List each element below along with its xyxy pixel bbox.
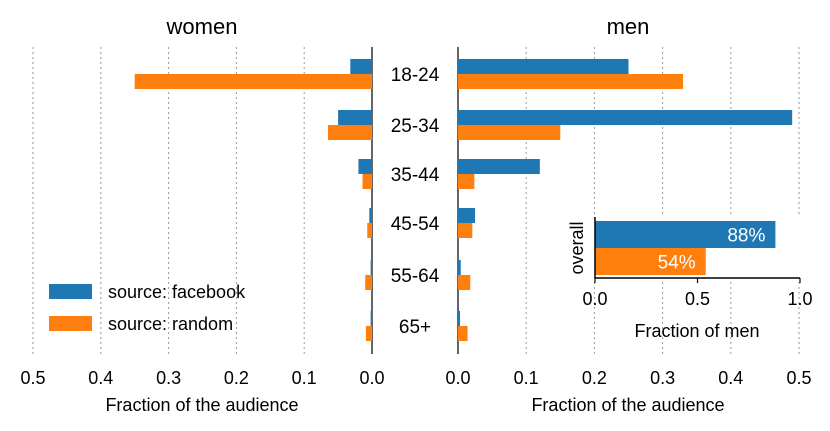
age-category-label: 55-64 <box>391 266 440 287</box>
men-bar-facebook-18-24 <box>458 59 629 74</box>
age-category-label: 65+ <box>399 317 431 338</box>
inset-y-axis-label: overall <box>567 221 587 274</box>
age-category-label: 35-44 <box>391 165 440 186</box>
women-bar-random-18-24 <box>134 74 372 89</box>
overall-men-inset: 88% 54% 0.0 0.5 1.0 Fraction of men overall <box>567 217 813 341</box>
men-tick-label: 0.1 <box>514 368 539 388</box>
men-bar-random-18-24 <box>458 74 684 89</box>
age-category-label: 25-34 <box>391 116 440 137</box>
men-bar-random-45-54 <box>458 223 473 238</box>
inset-tick-label: 0.5 <box>685 289 710 309</box>
men-bar-facebook-35-44 <box>458 159 540 174</box>
women-bar-facebook-55-64 <box>370 260 372 275</box>
women-bar-random-35-44 <box>362 174 372 189</box>
men-bar-facebook-45-54 <box>458 208 476 223</box>
inset-bar-random <box>595 248 706 275</box>
men-x-axis-label: Fraction of the audience <box>531 395 724 415</box>
men-panel-title: men <box>607 14 650 39</box>
men-tick-label: 0.0 <box>445 368 470 388</box>
women-bar-facebook-18-24 <box>350 59 372 74</box>
women-bar-random-45-54 <box>367 223 372 238</box>
inset-bar-facebook <box>595 221 776 248</box>
age-category-label: 18-24 <box>391 65 440 86</box>
women-bar-facebook-45-54 <box>369 208 372 223</box>
women-bar-random-55-64 <box>365 275 372 290</box>
legend: source: facebook source: random <box>49 282 246 334</box>
men-bar-facebook-25-34 <box>458 110 793 125</box>
legend-swatch-random <box>49 316 92 331</box>
women-bar-random-65+ <box>365 326 372 341</box>
inset-tick-label: 1.0 <box>787 289 812 309</box>
age-category-labels: 18-24 25-34 35-44 45-54 55-64 65+ <box>391 65 440 338</box>
men-tick-label: 0.5 <box>786 368 811 388</box>
men-bar-random-55-64 <box>458 275 471 290</box>
legend-label-random: source: random <box>108 314 233 334</box>
men-tick-label: 0.4 <box>718 368 743 388</box>
women-tick-label: 0.4 <box>88 368 113 388</box>
women-x-axis-label: Fraction of the audience <box>105 395 298 415</box>
women-tick-label: 0.0 <box>359 368 384 388</box>
men-bar-facebook-55-64 <box>458 260 461 275</box>
women-tick-label: 0.2 <box>224 368 249 388</box>
women-tick-label: 0.5 <box>20 368 45 388</box>
men-tick-label: 0.2 <box>582 368 607 388</box>
men-bar-random-65+ <box>458 326 468 341</box>
women-tick-label: 0.1 <box>292 368 317 388</box>
men-bar-facebook-65+ <box>458 311 461 326</box>
inset-bar-value-label: 88% <box>727 226 765 247</box>
inset-tick-label: 0.0 <box>582 289 607 309</box>
women-panel: 0.5 0.4 0.3 0.2 0.1 0.0 women Fraction of the a… <box>20 14 384 415</box>
inset-x-axis-label: Fraction of men <box>634 321 759 341</box>
men-tick-label: 0.3 <box>650 368 675 388</box>
inset-bar-value-label: 54% <box>658 253 696 274</box>
men-bar-random-35-44 <box>458 174 475 189</box>
legend-label-facebook: source: facebook <box>108 282 246 302</box>
women-bar-facebook-35-44 <box>358 159 372 174</box>
men-bar-random-25-34 <box>458 125 561 140</box>
women-bar-facebook-25-34 <box>338 110 372 125</box>
women-bar-random-25-34 <box>327 125 372 140</box>
age-category-label: 45-54 <box>391 214 440 235</box>
women-bar-facebook-65+ <box>370 311 372 326</box>
women-tick-label: 0.3 <box>156 368 181 388</box>
legend-swatch-facebook <box>49 284 92 299</box>
men-panel: 0.0 0.1 0.2 0.3 0.4 0.5 men Fraction of the aud… <box>445 14 811 415</box>
women-panel-title: women <box>166 14 238 39</box>
